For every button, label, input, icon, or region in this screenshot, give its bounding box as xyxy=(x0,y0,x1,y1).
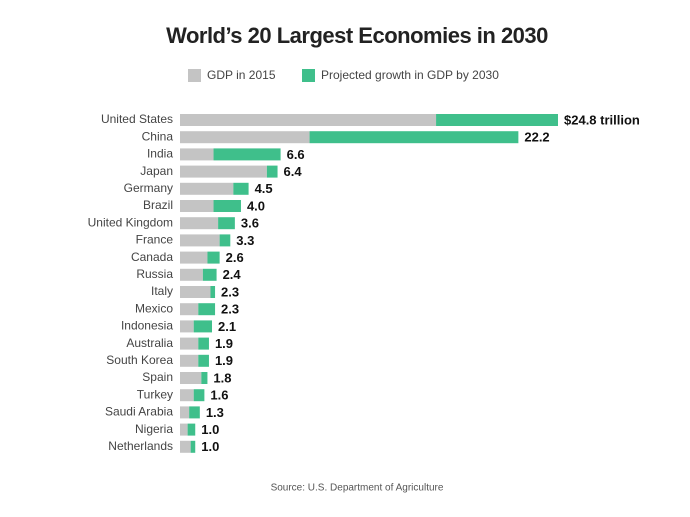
value-label: 2.3 xyxy=(221,284,239,299)
value-label: 1.0 xyxy=(201,439,219,454)
value-label: 1.0 xyxy=(201,422,219,437)
value-label: $24.8 trillion xyxy=(564,112,640,127)
bar-segment xyxy=(193,320,213,333)
value-label: 22.2 xyxy=(524,130,549,145)
category-label: Netherlands xyxy=(108,439,173,453)
bar-segment xyxy=(436,114,558,126)
value-label: 2.4 xyxy=(223,267,242,282)
category-label: Mexico xyxy=(135,301,173,315)
value-label: 2.6 xyxy=(226,250,244,265)
bar-segment xyxy=(180,251,208,264)
bar-segment xyxy=(180,320,194,333)
bar-segment xyxy=(201,372,208,384)
bar-segment xyxy=(180,114,437,126)
bar-segment xyxy=(210,286,216,298)
bar-segment xyxy=(180,182,234,195)
bar-segment xyxy=(198,337,209,350)
bar-segment xyxy=(189,406,200,419)
category-label: Canada xyxy=(131,250,173,264)
bar-segment xyxy=(180,286,211,298)
bar-segment xyxy=(218,217,235,230)
bar-segment xyxy=(266,165,278,178)
category-label: Japan xyxy=(140,164,173,178)
category-label: Brazil xyxy=(143,198,173,212)
value-label: 2.1 xyxy=(218,319,236,334)
value-label: 3.3 xyxy=(236,233,254,248)
value-label: 4.5 xyxy=(255,181,273,196)
bar-segment xyxy=(233,182,249,195)
bar-segment xyxy=(202,268,217,281)
bar-segment xyxy=(180,372,202,384)
bar-segment xyxy=(180,337,199,350)
bar-segment xyxy=(180,131,310,144)
bar-segment xyxy=(180,354,199,367)
bar-segment xyxy=(180,268,203,281)
bar-segment xyxy=(180,303,199,316)
source: Source: U.S. Department of Agriculture xyxy=(271,483,444,494)
category-label: India xyxy=(147,147,173,161)
value-label: 2.3 xyxy=(221,302,239,317)
value-label: 1.3 xyxy=(206,405,224,420)
category-label: China xyxy=(142,129,174,143)
chart-title: World’s 20 Largest Economies in 2030 xyxy=(166,23,548,48)
category-label: Nigeria xyxy=(135,422,173,436)
category-label: Russia xyxy=(136,267,173,281)
category-label: Italy xyxy=(151,284,173,298)
category-label: South Korea xyxy=(106,353,173,367)
value-label: 1.8 xyxy=(213,370,231,385)
category-label: Saudi Arabia xyxy=(105,405,173,419)
value-label: 4.0 xyxy=(247,198,265,213)
value-label: 1.6 xyxy=(210,388,228,403)
legend-swatch xyxy=(188,69,201,82)
bar-segment xyxy=(180,148,214,161)
category-label: United States xyxy=(101,112,173,126)
category-label: Turkey xyxy=(137,387,173,401)
bar-segment xyxy=(213,200,241,212)
bar-segment xyxy=(219,234,231,247)
bar-segment xyxy=(180,217,219,230)
value-label: 1.9 xyxy=(215,353,233,368)
value-label: 1.9 xyxy=(215,336,233,351)
category-label: Germany xyxy=(124,181,173,195)
bar-segment xyxy=(180,389,194,402)
bar-segment xyxy=(309,131,519,144)
value-label: 6.4 xyxy=(284,164,303,179)
legend-label: Projected growth in GDP by 2030 xyxy=(321,68,499,82)
value-label: 3.6 xyxy=(241,216,259,231)
bar-segment xyxy=(207,251,220,264)
bar-segment xyxy=(187,423,196,436)
category-label: Spain xyxy=(142,370,173,384)
category-label: Indonesia xyxy=(121,319,173,333)
bar-segment xyxy=(198,354,209,367)
bar-segment xyxy=(180,423,188,436)
bar-segment xyxy=(180,406,190,419)
bar-segment xyxy=(180,200,214,212)
bar-segment xyxy=(180,165,267,178)
category-label: Australia xyxy=(126,336,173,350)
bar-segment xyxy=(193,389,205,402)
legend-label: GDP in 2015 xyxy=(207,68,276,82)
bar-segment xyxy=(190,440,196,453)
bar-segment xyxy=(180,234,220,247)
bar-segment xyxy=(198,303,216,316)
bar-segment xyxy=(213,148,281,161)
category-label: United Kingdom xyxy=(88,215,173,229)
value-label: 6.6 xyxy=(287,147,305,162)
bar-segment xyxy=(180,440,191,453)
category-label: France xyxy=(136,233,174,247)
legend-swatch xyxy=(302,69,315,82)
